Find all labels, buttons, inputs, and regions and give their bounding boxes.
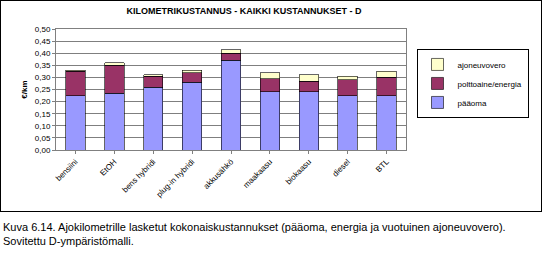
html-text:Kuva 6.14. Ajokilometrille las: Kuva 6.14. Ajokilometrille lasketut koko… (3, 221, 506, 247)
svg-text:plug-in hybridi: plug-in hybridi (155, 157, 197, 199)
svg-text:0,35: 0,35 (35, 61, 51, 70)
svg-text:polttoaine/energia: polttoaine/energia (458, 80, 522, 89)
svg-text:0,50: 0,50 (35, 25, 51, 34)
svg-text:akkusähkö: akkusähkö (202, 157, 236, 191)
svg-text:bensiini: bensiini (54, 157, 80, 183)
svg-text:0,20: 0,20 (35, 97, 51, 106)
svg-text:bens hybridi: bens hybridi (121, 157, 158, 194)
svg-text:EtOH: EtOH (98, 157, 118, 177)
svg-text:maakaasu: maakaasu (242, 157, 274, 189)
svg-text:pääoma: pääoma (458, 99, 487, 108)
svg-text:KILOMETRIKUSTANNUS - KAIKKI KU: KILOMETRIKUSTANNUS - KAIKKI KUSTANNUKSET… (126, 6, 362, 16)
svg-text:€/km: €/km (20, 80, 29, 98)
svg-text:0,25: 0,25 (35, 85, 51, 94)
svg-text:0,15: 0,15 (35, 110, 51, 119)
svg-text:0,40: 0,40 (35, 49, 51, 58)
svg-text:biokaasu: biokaasu (284, 157, 313, 186)
svg-text:BTL: BTL (374, 157, 391, 174)
svg-text:0,10: 0,10 (35, 122, 51, 131)
svg-text:0,05: 0,05 (35, 134, 51, 143)
svg-text:0,45: 0,45 (35, 37, 51, 46)
svg-text:0,00: 0,00 (35, 146, 51, 155)
svg-text:ajoneuvovero: ajoneuvovero (458, 61, 507, 70)
svg-text:diesel: diesel (331, 157, 352, 178)
svg-text:0,30: 0,30 (35, 73, 51, 82)
